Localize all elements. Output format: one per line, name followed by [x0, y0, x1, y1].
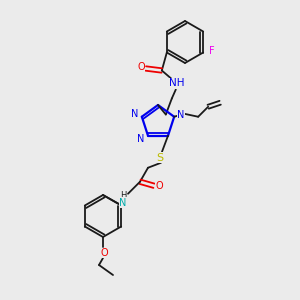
Text: NH: NH	[169, 79, 184, 88]
Text: F: F	[209, 46, 215, 56]
Text: N: N	[119, 198, 127, 208]
Text: H: H	[120, 191, 126, 200]
Text: N: N	[178, 110, 185, 120]
Text: N: N	[131, 109, 139, 119]
Text: O: O	[155, 181, 163, 191]
Text: O: O	[137, 62, 145, 73]
Text: O: O	[100, 248, 108, 258]
Text: N: N	[137, 134, 145, 144]
Text: S: S	[156, 153, 164, 163]
